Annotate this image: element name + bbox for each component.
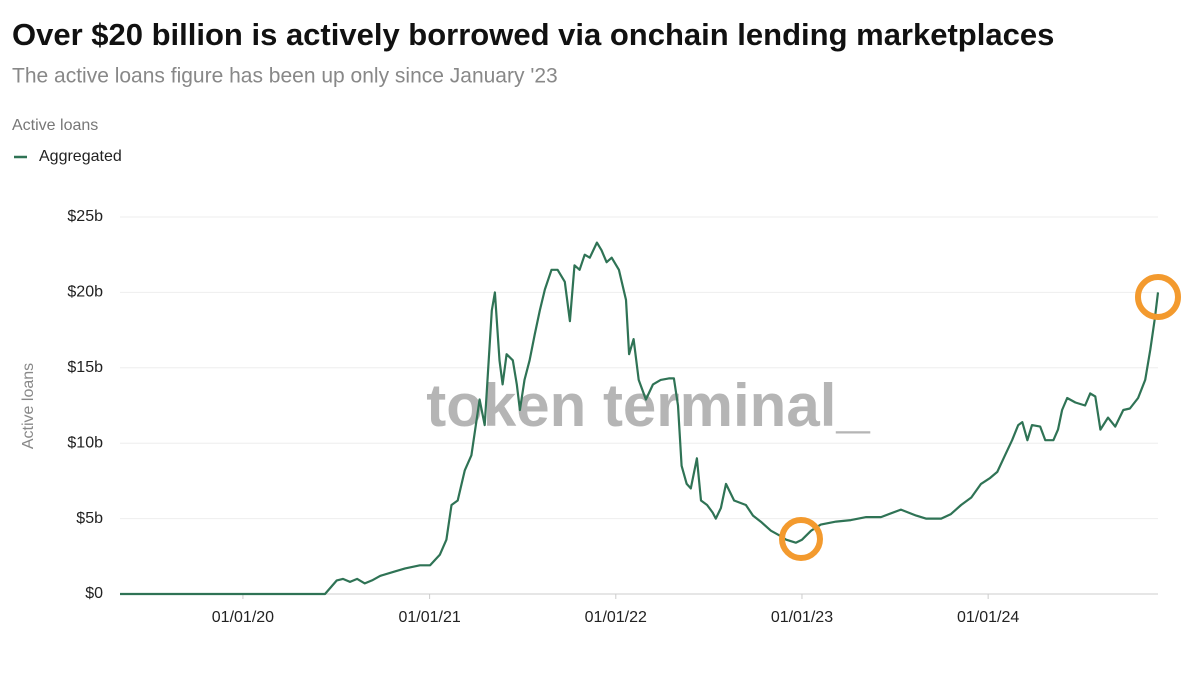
y-tick-label: $10b	[67, 434, 103, 451]
chart-title: Over $20 billion is actively borrowed vi…	[12, 17, 1054, 52]
y-tick-label: $25b	[67, 208, 103, 225]
x-tick-label: 01/01/22	[585, 609, 647, 626]
y-tick-label: $5b	[76, 510, 103, 527]
x-tick-label: 01/01/21	[398, 609, 460, 626]
watermark: token terminal_	[426, 372, 870, 439]
legend-label: Aggregated	[39, 148, 122, 165]
y-axis-label: Active loans	[20, 363, 37, 449]
y-tick-label: $15b	[67, 359, 103, 376]
line-series	[120, 241, 1160, 596]
y-tick-label: $0	[85, 585, 103, 602]
chart-subtitle: The active loans figure has been up only…	[12, 65, 558, 88]
highlight-circle	[1135, 274, 1181, 320]
legend-title: Active loans	[12, 117, 98, 134]
plot-area: $0 $5b $10b $15b $20b $25b 01/01/20 01/01/21 01/…	[14, 148, 1160, 626]
y-tick-label: $20b	[67, 284, 103, 301]
x-tick-label: 01/01/23	[771, 609, 833, 626]
highlight-circle	[779, 517, 823, 561]
x-tick-label: 01/01/24	[957, 609, 1019, 626]
x-tick-label: 01/01/20	[212, 609, 274, 626]
